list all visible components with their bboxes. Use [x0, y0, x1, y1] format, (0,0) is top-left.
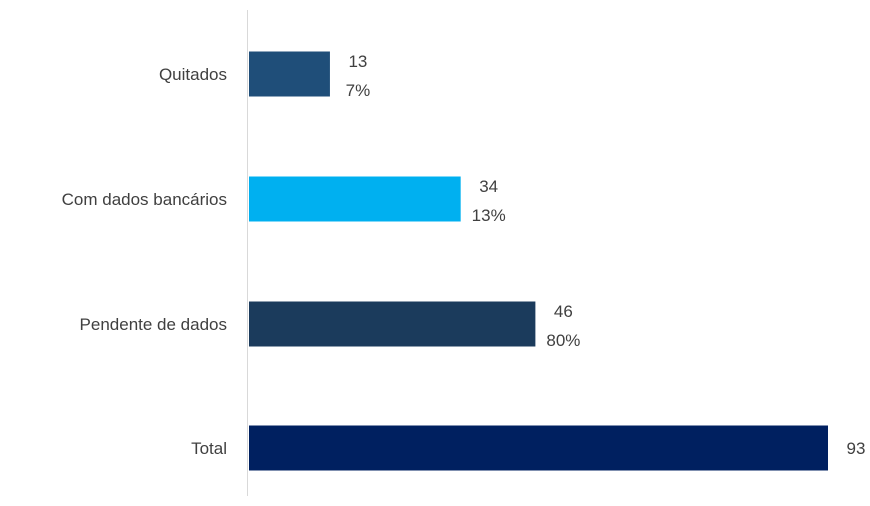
percent-label: 80% — [546, 331, 580, 350]
value-label: 46 — [554, 302, 573, 321]
value-label: 34 — [479, 177, 498, 196]
bar-2 — [249, 301, 536, 347]
value-label: 93 — [847, 439, 866, 458]
category-label: Quitados — [159, 65, 227, 84]
category-label: Total — [191, 439, 227, 458]
percent-label: 13% — [472, 206, 506, 225]
bars-layer: Quitados 13 7% Com dados bancários 34 13% Pend… — [62, 51, 866, 471]
bar-3 — [249, 425, 828, 471]
percent-label: 7% — [346, 81, 371, 100]
value-label: 13 — [348, 52, 367, 71]
bar-1 — [249, 176, 461, 222]
category-label: Pendente de dados — [80, 315, 227, 334]
bar-0 — [249, 51, 330, 97]
category-label: Com dados bancários — [62, 190, 227, 209]
